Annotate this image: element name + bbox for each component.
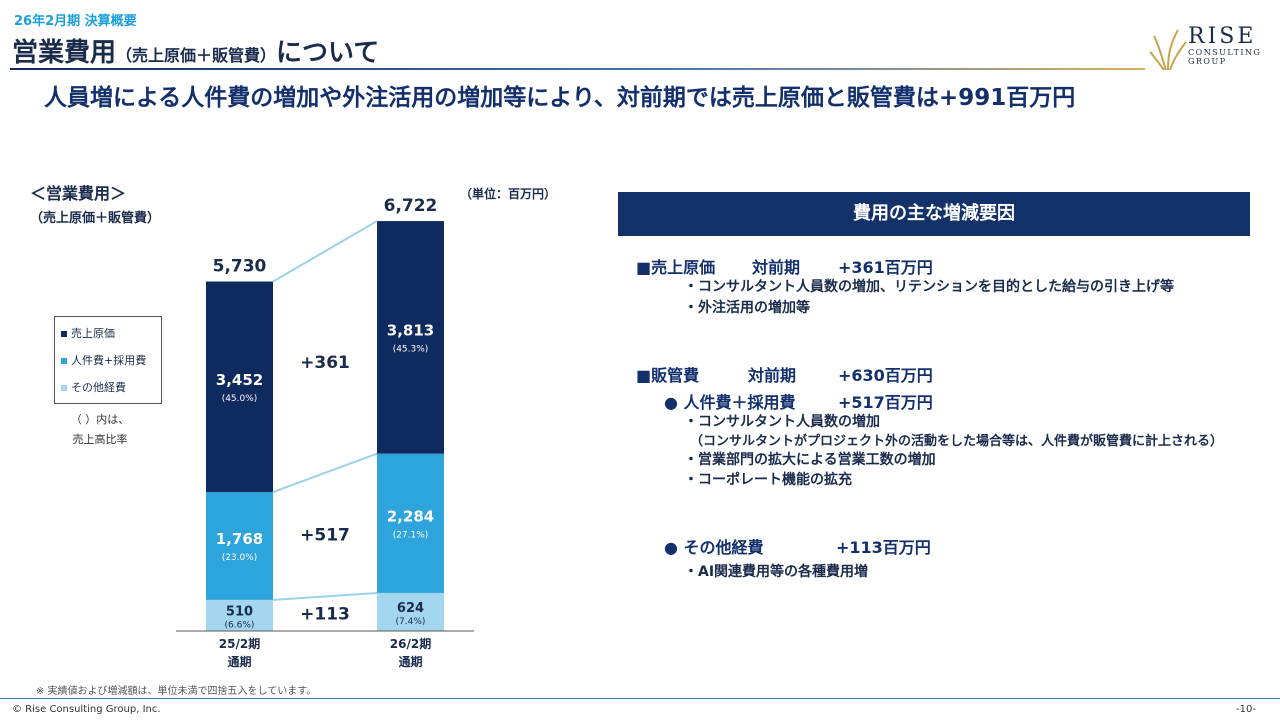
chart-legend: 売上原価 人件費+採用費 その他経費 xyxy=(54,316,162,404)
factors-title: 費用の主な増減要因 xyxy=(618,192,1250,236)
expense-bar-chart: 510(6.6%) 1,768 (23.0%) 3,452 (45.0%) 5,730 62… xyxy=(176,196,474,669)
chart-caption: ＜営業費用＞ xyxy=(30,184,127,203)
period-label: 26年2月期 決算概要 xyxy=(14,14,137,29)
ratio-note: （ ）内は、 売上高比率 xyxy=(60,410,140,450)
personnel-amount: +517百万円 xyxy=(838,393,933,412)
connector-line xyxy=(272,220,378,283)
legend-swatch-personnel xyxy=(61,358,67,364)
ratio-label: (27.1%) xyxy=(393,530,429,540)
legend-item-personnel: 人件費+採用費 xyxy=(61,352,146,368)
difference-label: +113 xyxy=(300,605,350,625)
cogs-label: ■売上原価 xyxy=(636,258,716,277)
legend-label: 売上原価 xyxy=(71,327,115,340)
ratio-label: (7.4%) xyxy=(396,617,426,627)
sga-compare: 対前期 xyxy=(748,366,797,385)
ratio-label: (23.0%) xyxy=(222,553,258,563)
ratio-note-line1: （ ）内は、 xyxy=(70,413,130,426)
sga-amount: +630百万円 xyxy=(838,366,933,385)
category-label: 26/2期 xyxy=(390,636,431,651)
title-underline xyxy=(10,68,1145,70)
personnel-item-3: ・営業部門の拡大による営業工数の増加 xyxy=(684,452,936,468)
legend-item-other: その他経費 xyxy=(61,379,126,395)
legend-swatch-cogs xyxy=(61,331,67,337)
cogs-item-1: ・コンサルタント人員数の増加、リテンションを目的とした給与の引き上げ等 xyxy=(684,279,1174,295)
legend-item-cogs: 売上原価 xyxy=(61,325,115,341)
bar-segment xyxy=(377,221,444,454)
cogs-header: ■売上原価 xyxy=(636,254,715,278)
ratio-label: (6.6%) xyxy=(225,620,255,630)
legend-swatch-other xyxy=(61,385,67,391)
other-item-1: ・AI関連費用等の各種費用増 xyxy=(684,564,869,580)
page-title: 営業費用（売上原価＋販管費）について xyxy=(12,32,379,69)
headline: 人員増による人件費の増加や外注活用の増加等により、対前期では売上原価と販管費は+… xyxy=(44,85,1076,111)
data-label: 2,284 xyxy=(387,507,434,525)
logo-text: RISE CONSULTING GROUP xyxy=(1188,24,1262,67)
bar-segment xyxy=(206,492,273,600)
rise-logo-icon xyxy=(1149,29,1187,71)
other-amount: +113百万円 xyxy=(836,538,931,557)
ratio-label: (45.0%) xyxy=(222,394,258,404)
personnel-label: ● 人件費＋採用費 xyxy=(664,393,796,412)
difference-label: +361 xyxy=(300,353,350,373)
bar-segment xyxy=(206,281,273,493)
footer-rule xyxy=(0,698,1280,699)
data-label: 3,452 xyxy=(216,371,263,389)
total-label: 6,722 xyxy=(384,196,438,216)
difference-label: +517 xyxy=(300,526,350,546)
bar-segment xyxy=(206,599,273,631)
data-label: 1,768 xyxy=(216,530,263,548)
sga-label: ■販管費 xyxy=(636,366,700,385)
personnel-item-1: ・コンサルタント人員数の増加 xyxy=(684,414,880,430)
category-label: 通期 xyxy=(398,654,422,669)
logo-name: RISE xyxy=(1188,24,1257,49)
cogs-amount: +361百万円 xyxy=(838,258,933,277)
chart-caption-sub: （売上原価＋販管費） xyxy=(30,211,161,226)
category-label: 通期 xyxy=(227,654,251,669)
title-suffix: について xyxy=(276,38,380,68)
data-label: 3,813 xyxy=(387,321,434,339)
legend-label: 人件費+採用費 xyxy=(71,354,147,367)
logo-line2: GROUP xyxy=(1188,57,1227,66)
ratio-label: (45.3%) xyxy=(393,344,429,354)
bar-segment xyxy=(377,453,444,593)
title-main: 営業費用 xyxy=(12,38,117,68)
legend-label: その他経費 xyxy=(71,381,126,394)
bar-segment xyxy=(377,592,444,631)
data-label: 624 xyxy=(397,601,424,616)
copyright: © Rise Consulting Group, Inc. xyxy=(12,704,161,715)
data-label: 510 xyxy=(226,604,253,619)
personnel-item-2: （コンサルタントがプロジェクト外の活動をした場合等は、人件費が販管費に計上される… xyxy=(690,434,1224,449)
personnel-item-4: ・コーポレート機能の拡充 xyxy=(684,472,852,488)
page-number: -10- xyxy=(1236,704,1256,715)
unit-label: （単位：百万円） xyxy=(460,187,557,201)
cogs-item-2: ・外注活用の増加等 xyxy=(684,300,810,316)
footnote: ※ 実績値および増減額は、単位未満で四捨五入をしています。 xyxy=(36,686,317,697)
other-label: ● その他経費 xyxy=(664,538,764,557)
category-label: 25/2期 xyxy=(219,636,260,651)
ratio-note-line2: 売上高比率 xyxy=(72,433,128,446)
logo-line1: CONSULTING xyxy=(1188,48,1262,57)
connector-line xyxy=(272,452,378,493)
connector-line xyxy=(272,591,378,601)
cogs-compare: 対前期 xyxy=(752,258,801,277)
total-label: 5,730 xyxy=(213,257,267,277)
title-paren: （売上原価＋販管費） xyxy=(116,46,277,65)
